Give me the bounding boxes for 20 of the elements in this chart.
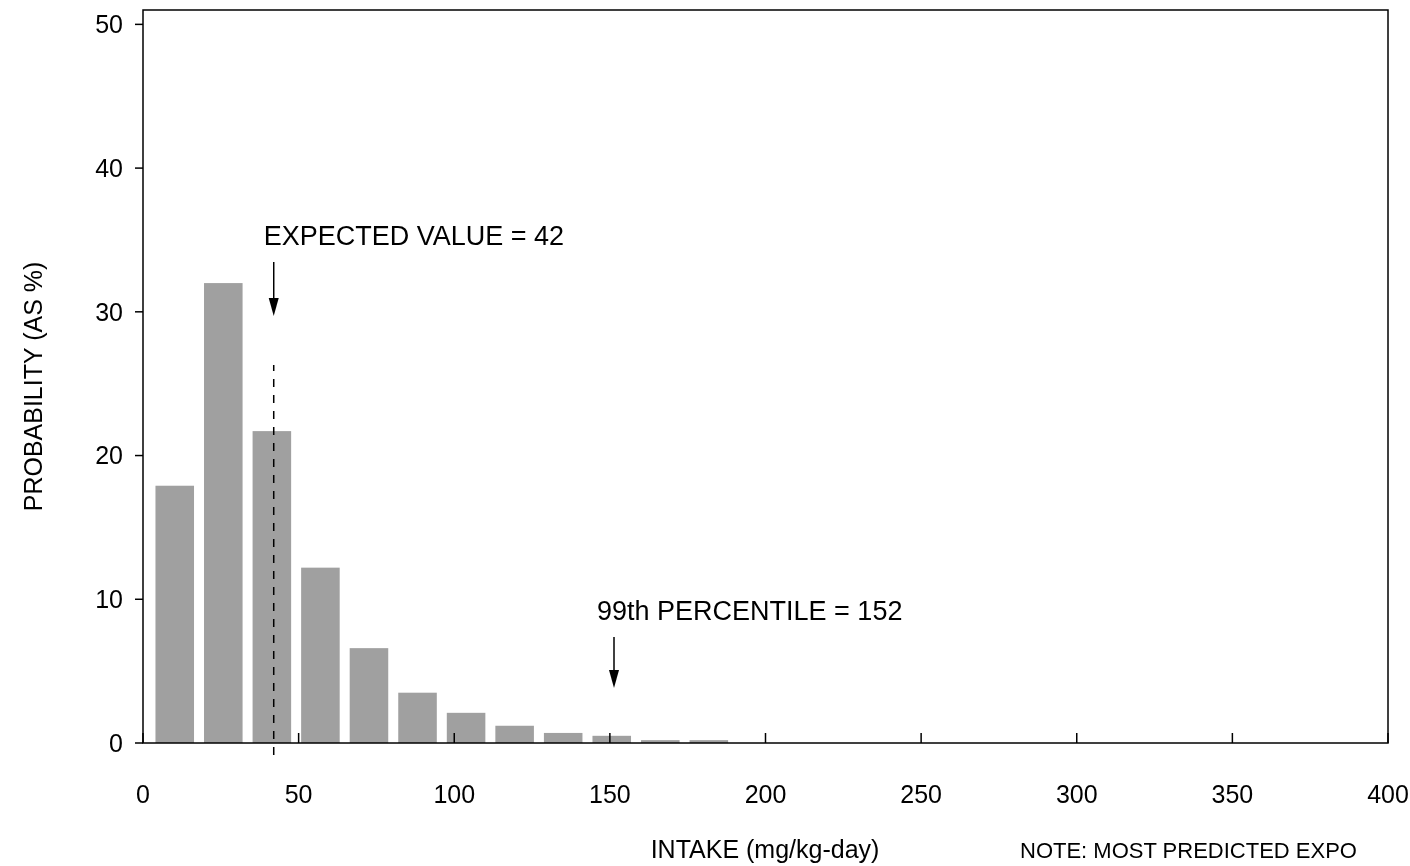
annotation: 99th PERCENTILE = 152 [597, 596, 903, 626]
x-tick-label: 50 [284, 780, 313, 808]
x-tick-label: 250 [900, 780, 942, 808]
x-tick-label: 300 [1055, 780, 1098, 808]
x-tick-label: 100 [433, 780, 476, 808]
y-tick-label: 10 [95, 585, 123, 614]
x-tick-label: 150 [589, 780, 631, 808]
x-axis-title: INTAKE (mg/kg-day) [650, 835, 880, 863]
y-tick-label: 0 [109, 728, 123, 757]
text: NOTE: MOST PREDICTED EXPO [1020, 838, 1357, 863]
y-tick-label: 30 [95, 297, 123, 326]
ref-line-label: EXPECTED VALUE = 42 [263, 221, 565, 251]
x-tick-label: 0 [136, 780, 150, 808]
x-tick-label: 400 [1367, 780, 1409, 808]
y-axis-title: PROBABILITY (AS %) [19, 261, 47, 512]
y-tick-label: 20 [95, 441, 123, 470]
y-tick-label: 50 [95, 10, 123, 39]
x-tick-label: 350 [1211, 780, 1254, 808]
y-tick-label: 40 [95, 153, 123, 182]
x-tick-label: 200 [744, 780, 787, 808]
